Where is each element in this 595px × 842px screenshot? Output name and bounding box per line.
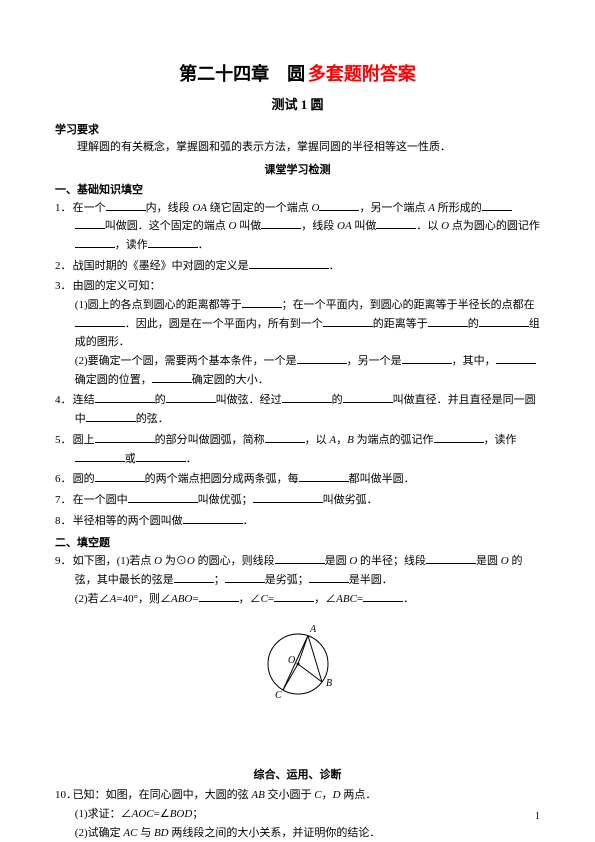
blank: [297, 353, 347, 364]
blank: [496, 353, 536, 364]
blank: [95, 393, 155, 404]
blank: [274, 591, 314, 602]
class-test-header: 课堂学习检测: [55, 161, 540, 177]
blank: [261, 218, 301, 229]
question-2: 2．战国时期的《墨经》中对圆的定义是．: [55, 257, 540, 276]
figure-q9: A B C O: [55, 614, 540, 712]
blank: [106, 200, 146, 211]
questions-list-2: 9．如下图，(1)若点 O 为⊙O 的圆心，则线段是圆 O 的半径；线段是圆 O…: [55, 552, 540, 608]
question-1: 1．在一个内，线段 OA 绕它固定的一个端点 O，另一个端点 A 所形成的 叫做…: [55, 199, 540, 255]
questions-list-1: 1．在一个内，线段 OA 绕它固定的一个端点 O，另一个端点 A 所形成的 叫做…: [55, 199, 540, 531]
blank: [75, 237, 115, 248]
blank: [128, 492, 198, 503]
blank: [95, 432, 155, 443]
page-container: 第二十四章 圆 多套题附答案 测试 1 圆 学习要求 理解圆的有关概念，掌握圆和…: [0, 0, 595, 842]
blank: [75, 218, 105, 229]
svg-text:A: A: [309, 624, 317, 635]
blank: [152, 372, 192, 383]
svg-text:B: B: [326, 678, 332, 689]
blank: [174, 572, 214, 583]
blank: [265, 432, 305, 443]
blank: [75, 451, 125, 462]
blank: [376, 218, 416, 229]
group-2-header: 二、填空题: [55, 534, 540, 550]
question-4: 4．连结的叫做弦．经过的叫做直径．并且直径是同一圆中的弦．: [55, 391, 540, 428]
question-3: 3．由圆的定义可知： (1)圆上的各点到圆心的距离都等于；在一个平面内，到圆心的…: [55, 277, 540, 389]
blank: [363, 591, 403, 602]
study-requirement-text: 理解圆的有关概念，掌握圆和弧的表示方法，掌握同圆的半径相等这一性质．: [55, 139, 540, 157]
circle-diagram-icon: A B C O: [248, 614, 348, 709]
question-10-1: (1)求证：∠AOC=∠BOD；: [75, 805, 540, 824]
test-title: 测试 1 圆: [55, 94, 540, 113]
blank: [309, 572, 349, 583]
question-6: 6．圆的的两个端点把圆分成两条弧，每都叫做半圆．: [55, 470, 540, 489]
chapter-title-line: 第二十四章 圆 多套题附答案: [55, 60, 540, 86]
comprehensive-header: 综合、运用、诊断: [55, 766, 540, 782]
question-7: 7．在一个圆中叫做优弧；叫做劣弧．: [55, 491, 540, 510]
blank: [402, 353, 452, 364]
blank: [282, 393, 332, 404]
question-5: 5．圆上的部分叫做圆弧，简称，以 A，B 为端点的弧记作，读作或．: [55, 431, 540, 468]
blank: [75, 316, 125, 327]
page-number: 1: [535, 811, 540, 822]
group-1-header: 一、基础知识填空: [55, 181, 540, 197]
blank: [183, 513, 243, 524]
blank: [249, 258, 329, 269]
blank: [323, 316, 373, 327]
blank: [482, 200, 512, 211]
spacer: [55, 732, 540, 762]
blank: [225, 572, 265, 583]
question-10-2: (2)试确定 AC 与 BD 两线段之间的大小关系，并证明你的结论．: [75, 824, 540, 842]
blank: [166, 393, 216, 404]
blank: [199, 591, 239, 602]
question-9: 9．如下图，(1)若点 O 为⊙O 的圆心，则线段是圆 O 的半径；线段是圆 O…: [55, 552, 540, 608]
svg-text:O: O: [288, 655, 295, 666]
blank: [479, 316, 529, 327]
blank: [319, 200, 359, 211]
question-8: 8．半径相等的两个圆叫做．: [55, 512, 540, 531]
study-requirement-header: 学习要求: [55, 121, 540, 137]
blank: [86, 411, 136, 422]
questions-list-3: 10．已知：如图，在同心圆中，大圆的弦 AB 交小圆于 C，D 两点． (1)求…: [55, 786, 540, 842]
blank: [253, 492, 323, 503]
blank: [136, 451, 186, 462]
suffix-title: 多套题附答案: [308, 64, 416, 84]
blank: [299, 471, 349, 482]
blank: [434, 432, 484, 443]
svg-text:C: C: [275, 690, 282, 701]
blank: [426, 553, 476, 564]
chapter-title: 第二十四章 圆: [179, 64, 305, 84]
blank: [242, 297, 282, 308]
blank: [95, 471, 145, 482]
blank: [148, 237, 198, 248]
blank: [275, 553, 325, 564]
blank: [343, 393, 393, 404]
question-10: 10．已知：如图，在同心圆中，大圆的弦 AB 交小圆于 C，D 两点． (1)求…: [55, 786, 540, 842]
blank: [428, 316, 468, 327]
